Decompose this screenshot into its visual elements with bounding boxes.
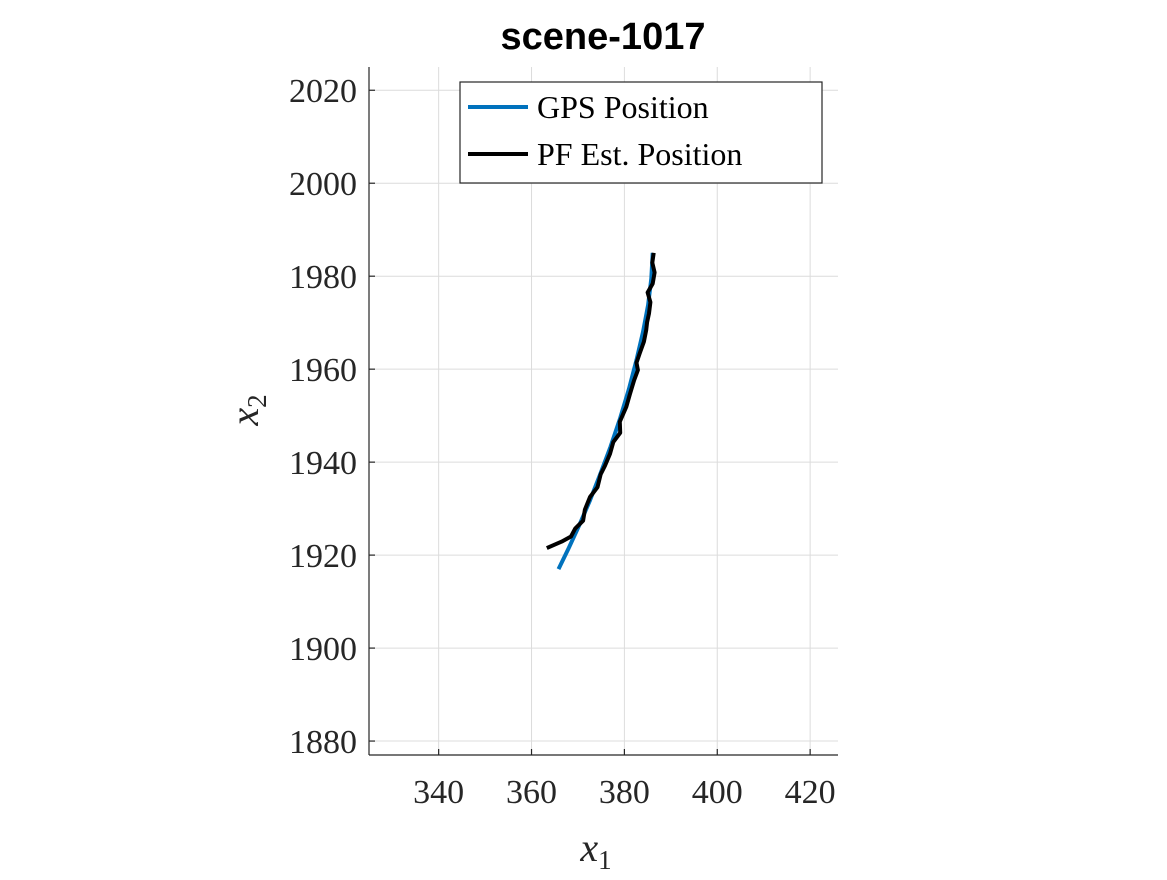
y-tick-label-1900: 1900 [289,631,357,668]
x-tick-label-360: 360 [506,774,557,811]
y-tick-label-1960: 1960 [289,352,357,389]
x-tick-label-420: 420 [785,774,836,811]
y-tick-label-1920: 1920 [289,538,357,575]
series-group [546,252,657,570]
tick-labels: 340 360 380 400 420 1880 1900 1920 1940 1960 1980 2… [289,73,836,811]
axes [368,67,838,756]
x-axis-label: x1 [579,825,611,875]
y-tick-label-1980: 1980 [289,259,357,296]
series-line-pf-est-position [546,252,657,550]
y-axis-label-sub: 2 [242,394,272,408]
legend-label-pf: PF Est. Position [537,136,742,172]
x-tick-label-400: 400 [692,774,743,811]
y-tick-label-2000: 2000 [289,166,357,203]
x-tick-label-340: 340 [413,774,464,811]
legend: GPS Position PF Est. Position [459,81,823,184]
x-tick-label-380: 380 [599,774,650,811]
y-axis-label: x2 [222,394,272,426]
y-tick-label-2020: 2020 [289,73,357,110]
y-tick-label-1880: 1880 [289,724,357,761]
x-axis-label-base: x [579,825,598,870]
legend-box [459,81,823,184]
x-axis-label-sub: 1 [598,845,612,875]
y-tick-label-1940: 1940 [289,445,357,482]
legend-label-gps: GPS Position [537,89,709,125]
series-line-gps-position [556,252,655,570]
y-axis-label-group: x2 [222,394,272,426]
y-axis-label-base: x [222,408,267,427]
chart-title: scene-1017 [501,16,706,58]
